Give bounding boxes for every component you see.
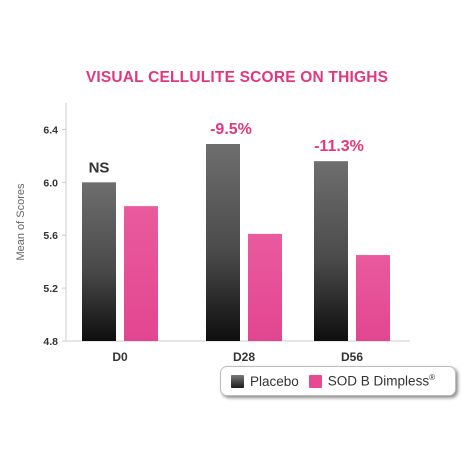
- annotation-d28: -9.5%: [210, 121, 252, 138]
- y-tick-label: 4.8: [43, 336, 58, 348]
- bar-placebo-d56: [314, 161, 348, 341]
- annotation-d0: NS: [89, 159, 110, 176]
- category-label-d28: D28: [233, 350, 255, 364]
- sod-swatch: [308, 374, 322, 388]
- y-tick-label: 6.4: [43, 124, 58, 136]
- legend-label-sod: SOD B Dimpless®: [328, 373, 435, 389]
- placebo-swatch: [231, 374, 244, 388]
- legend-label-sod-text: SOD B Dimpless: [327, 373, 430, 389]
- y-axis-ticks: 4.8 5.2 5.6 6.0 6.4: [43, 124, 66, 348]
- chart-title: VISUAL CELLULITE SCORE ON THIGHS: [86, 69, 388, 86]
- annotations: NS -9.5% -11.3%: [89, 121, 364, 176]
- bar-placebo-d0: [82, 182, 116, 341]
- category-label-d56: D56: [341, 350, 363, 364]
- bar-sod-d0: [124, 206, 158, 341]
- category-labels: D0 D28 D56: [112, 350, 363, 364]
- legend-item-placebo: Placebo: [231, 374, 299, 389]
- legend: Placebo SOD B Dimpless®: [220, 366, 456, 396]
- bar-placebo-d28: [206, 143, 240, 341]
- y-axis-label: Mean of Scores: [15, 183, 27, 261]
- y-tick-label: 5.2: [43, 283, 58, 295]
- category-label-d0: D0: [112, 350, 128, 364]
- annotation-d56: -11.3%: [314, 138, 364, 155]
- registered-mark: ®: [429, 373, 435, 383]
- bars: [82, 143, 390, 341]
- bar-sod-d28: [248, 233, 282, 341]
- bar-sod-d56: [356, 255, 390, 341]
- y-tick-label: 5.6: [43, 230, 58, 242]
- legend-label-placebo: Placebo: [250, 373, 299, 389]
- y-tick-label: 6.0: [43, 177, 58, 189]
- legend-item-sod: SOD B Dimpless®: [308, 373, 435, 389]
